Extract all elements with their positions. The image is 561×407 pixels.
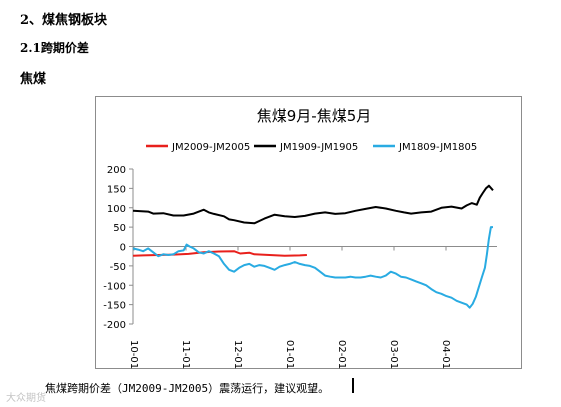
watermark-logo: 大众期货: [6, 393, 46, 404]
x-tick-label: 04-01: [440, 340, 451, 369]
chart-svg: 焦煤9月-焦煤5月 JM2009-JM2005 JM1909-JM1905 JM18…: [103, 107, 497, 369]
legend-label: JM1809-JM1805: [398, 142, 477, 153]
y-tick-label: 200: [107, 165, 126, 176]
y-tick-label: 50: [113, 223, 126, 234]
x-tick-label: 12-01: [232, 340, 243, 369]
y-tick-label: 150: [107, 184, 126, 195]
x-tick-label: 02-01: [336, 340, 347, 369]
x-tick-label: 11-01: [180, 340, 191, 369]
y-tick-label: -50: [110, 262, 126, 273]
legend-label: JM2009-JM2005: [171, 142, 250, 153]
text-cursor: [352, 378, 354, 393]
section-heading: 2、煤焦钢板块: [20, 13, 108, 28]
x-tick-label: 01-01: [284, 340, 295, 369]
y-tick-label: -100: [103, 281, 126, 292]
y-tick-label: -150: [103, 301, 126, 312]
subsection-heading: 2.1跨期价差: [20, 41, 89, 55]
chart-legend: JM2009-JM2005 JM1909-JM1905 JM1809-JM1805: [146, 142, 477, 153]
chart-plot-area: [132, 184, 494, 309]
chart-title: 焦煤9月-焦煤5月: [257, 107, 372, 125]
analysis-caption: 焦煤跨期价差（JM2009-JM2005）震荡运行，建议观望。: [45, 382, 330, 395]
x-tick-label: 03-01: [388, 340, 399, 369]
y-tick-label: 100: [107, 204, 126, 215]
legend-label: JM1909-JM1905: [279, 142, 358, 153]
series-line: [132, 226, 493, 309]
chart-frame: 焦煤9月-焦煤5月 JM2009-JM2005 JM1909-JM1905 JM18…: [95, 96, 522, 369]
series-line: [132, 184, 494, 225]
y-tick-label: -200: [103, 320, 126, 331]
y-tick-label: 0: [120, 243, 126, 254]
product-heading: 焦煤: [20, 72, 47, 87]
x-tick-label: 10-01: [128, 340, 139, 369]
